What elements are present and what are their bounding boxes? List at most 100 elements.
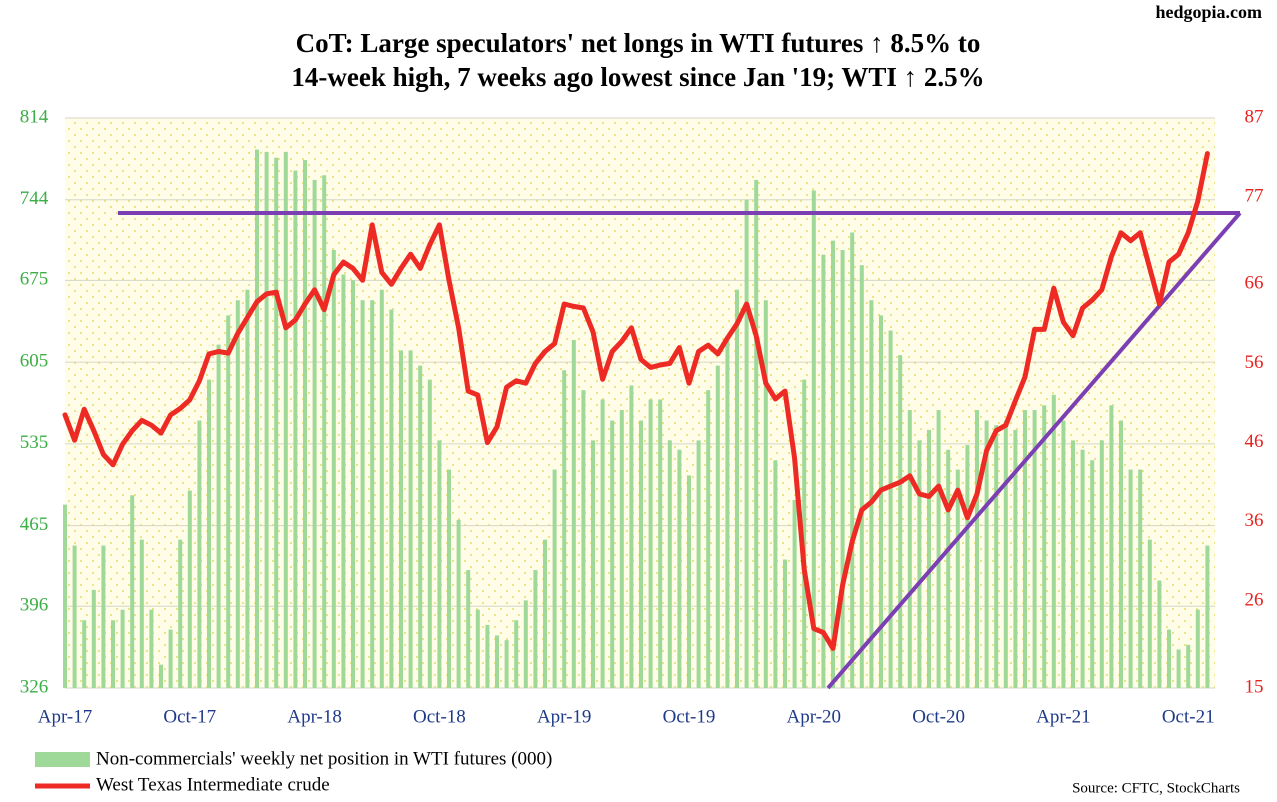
bar bbox=[1109, 405, 1114, 688]
bar bbox=[658, 399, 663, 688]
bar bbox=[485, 624, 490, 688]
bar bbox=[379, 289, 384, 688]
bar bbox=[811, 190, 816, 688]
bar bbox=[523, 600, 528, 688]
bar bbox=[331, 249, 336, 688]
bar bbox=[821, 254, 826, 688]
bar bbox=[389, 309, 394, 688]
bar bbox=[591, 440, 595, 688]
x-tick-label: Oct-18 bbox=[413, 706, 466, 727]
bar bbox=[639, 420, 643, 688]
bar bbox=[600, 399, 605, 688]
bar bbox=[216, 344, 221, 688]
bar bbox=[91, 589, 96, 688]
bar bbox=[859, 265, 864, 688]
bar bbox=[1157, 580, 1162, 688]
y-tick-label: 396 bbox=[20, 595, 49, 616]
bar bbox=[965, 445, 970, 688]
bar bbox=[399, 350, 403, 688]
legend-entry: Non-commercials' weekly net position in … bbox=[96, 748, 552, 769]
bar bbox=[840, 249, 845, 688]
bar bbox=[571, 339, 576, 688]
bar bbox=[1195, 609, 1200, 688]
bar bbox=[111, 620, 115, 688]
bar bbox=[773, 460, 778, 688]
bar bbox=[1013, 429, 1018, 688]
bar bbox=[984, 420, 989, 688]
y2-tick-label: 26 bbox=[1245, 589, 1264, 610]
y-tick-label: 605 bbox=[20, 350, 49, 371]
bar bbox=[763, 300, 768, 688]
bar bbox=[149, 609, 154, 688]
y2-tick-label: 77 bbox=[1245, 186, 1264, 207]
chart-title: 14-week high, 7 weeks ago lowest since J… bbox=[291, 62, 984, 92]
bar bbox=[72, 545, 77, 688]
bar bbox=[648, 399, 653, 688]
x-tick-label: Apr-21 bbox=[1036, 706, 1091, 727]
bar bbox=[744, 199, 749, 688]
bar bbox=[667, 440, 672, 688]
x-tick-label: Apr-20 bbox=[787, 706, 842, 727]
bar bbox=[562, 370, 567, 688]
overlay: 326 396 465 535 605 675 744 814 15 26 36 46 56 66 77 87… bbox=[20, 106, 1264, 727]
bar bbox=[82, 620, 87, 688]
y2-tick-label: 66 bbox=[1245, 273, 1264, 294]
bar bbox=[245, 289, 250, 688]
bar bbox=[264, 151, 269, 689]
bar bbox=[543, 539, 547, 688]
bar bbox=[283, 151, 288, 689]
bar bbox=[1042, 405, 1047, 688]
bar bbox=[1128, 469, 1133, 688]
y-tick-label: 465 bbox=[20, 514, 49, 535]
bar bbox=[360, 300, 365, 688]
bar bbox=[1186, 644, 1191, 688]
bar bbox=[879, 315, 883, 688]
bar bbox=[792, 499, 797, 688]
bar bbox=[975, 410, 979, 688]
y2-tick-label: 36 bbox=[1245, 510, 1264, 531]
bar bbox=[581, 390, 586, 688]
bar bbox=[533, 570, 538, 688]
bar bbox=[514, 620, 519, 688]
bar bbox=[351, 280, 355, 688]
y2-tick-label: 15 bbox=[1245, 676, 1264, 697]
bar bbox=[370, 300, 375, 688]
bar bbox=[418, 365, 423, 688]
bar bbox=[139, 539, 144, 688]
x-tick-label: Oct-20 bbox=[912, 706, 965, 727]
bar bbox=[735, 289, 739, 688]
bar bbox=[850, 232, 855, 688]
bar bbox=[255, 149, 259, 689]
bar bbox=[927, 429, 931, 688]
bar bbox=[1205, 545, 1210, 688]
bar bbox=[936, 410, 941, 688]
x-tick-label: Apr-18 bbox=[287, 706, 342, 727]
bar bbox=[1003, 420, 1008, 688]
watermark: hedgopia.com bbox=[1155, 2, 1262, 22]
bar bbox=[715, 365, 720, 688]
bar bbox=[1080, 449, 1085, 688]
y2-tick-label: 87 bbox=[1245, 106, 1264, 127]
bar bbox=[130, 495, 135, 688]
plot bbox=[63, 117, 1215, 689]
bar bbox=[802, 379, 807, 688]
bar bbox=[687, 475, 691, 688]
y-tick-label: 675 bbox=[20, 269, 49, 290]
bar bbox=[1099, 440, 1104, 688]
bar bbox=[504, 640, 509, 688]
bar bbox=[159, 664, 163, 688]
y-tick-label: 535 bbox=[20, 432, 49, 453]
bar bbox=[1119, 420, 1123, 688]
source: Source: CFTC, StockCharts bbox=[1072, 780, 1240, 796]
legend-entry: West Texas Intermediate crude bbox=[96, 774, 330, 795]
bar bbox=[907, 410, 912, 688]
bar bbox=[495, 635, 499, 688]
bar bbox=[1147, 539, 1152, 688]
x-tick-label: Oct-21 bbox=[1162, 706, 1215, 727]
bar bbox=[447, 469, 451, 688]
x-tick-label: Apr-19 bbox=[537, 706, 592, 727]
bar bbox=[1061, 420, 1066, 688]
bar bbox=[1138, 469, 1143, 688]
bar bbox=[120, 609, 125, 688]
